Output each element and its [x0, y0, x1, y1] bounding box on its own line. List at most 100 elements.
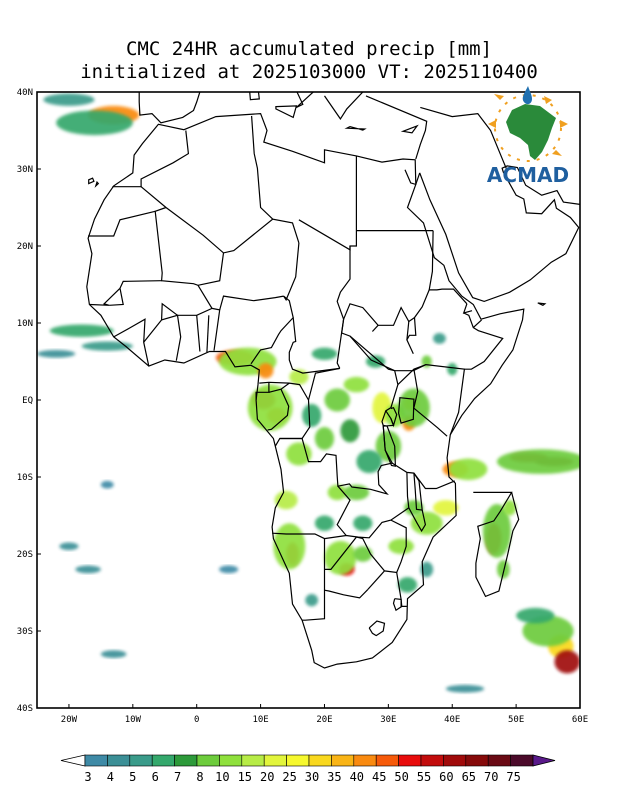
- precip-patch: [258, 363, 274, 379]
- precip-patch: [81, 341, 133, 351]
- lon-tick-label: 0: [194, 715, 199, 725]
- colorbar-label: 7: [174, 770, 181, 784]
- lat-tick-label: 30N: [17, 165, 33, 175]
- colorbar-swatch: [465, 754, 489, 767]
- canary-islands: [88, 177, 95, 185]
- country-border: [392, 598, 403, 612]
- country-border: [462, 303, 473, 314]
- colorbar: [60, 754, 556, 767]
- greece-coastline: [324, 92, 364, 120]
- precip-patch: [327, 484, 347, 501]
- colorbar-label: 10: [215, 770, 229, 784]
- colorbar-swatch: [263, 754, 287, 767]
- precip-patch: [356, 450, 382, 474]
- country-border: [206, 315, 210, 353]
- colorbar-swatch: [510, 754, 534, 767]
- precip-patch: [305, 594, 319, 607]
- country-border: [288, 317, 340, 374]
- lon-tick-label: 30E: [380, 715, 396, 725]
- country-border: [279, 335, 399, 496]
- country-border: [119, 280, 162, 289]
- colorbar-swatch: [398, 754, 422, 767]
- country-border: [343, 303, 415, 326]
- country-border: [272, 485, 351, 540]
- lon-tick-label: 10W: [125, 715, 142, 725]
- country-border: [259, 381, 290, 384]
- colorbar-label: 4: [107, 770, 114, 784]
- country-border: [390, 406, 398, 428]
- turkey-iraq-border: [420, 106, 508, 170]
- country-border: [161, 302, 178, 320]
- precip-patch: [314, 426, 335, 451]
- lat-tick-label: 40S: [17, 704, 33, 714]
- colorbar-label: 70: [484, 770, 498, 784]
- precip-patch: [274, 490, 298, 510]
- colorbar-label: 8: [196, 770, 203, 784]
- map-title-line2: initialized at 2025103000 VT: 2025110400: [80, 61, 538, 83]
- precip-patch: [433, 500, 459, 516]
- precip-patch: [445, 684, 485, 693]
- precip-patch: [353, 546, 373, 562]
- precip-patch: [100, 650, 127, 658]
- country-border: [472, 319, 483, 329]
- precip-patch: [496, 560, 510, 579]
- precip-patch: [353, 515, 373, 531]
- lon-tick-label: 60E: [572, 715, 588, 725]
- acmad-logo: ACMAD: [487, 86, 569, 187]
- lon-tick-label: 20W: [61, 715, 78, 725]
- precip-patch: [449, 458, 488, 481]
- colorbar-label: 60: [439, 770, 453, 784]
- colorbar-label: 40: [350, 770, 364, 784]
- colorbar-swatch: [375, 754, 399, 767]
- precip-patch: [100, 480, 114, 489]
- lon-tick-label: 20E: [316, 715, 332, 725]
- lat-tick-label: 20N: [17, 242, 33, 252]
- country-border: [368, 620, 386, 637]
- africa-logo-icon: [488, 86, 568, 162]
- country-border: [307, 367, 340, 401]
- colorbar-label: 6: [152, 770, 159, 784]
- country-border: [177, 284, 213, 316]
- colorbar-swatch: [331, 754, 355, 767]
- country-border: [408, 507, 427, 533]
- colorbar-swatch: [353, 754, 377, 767]
- canary-islands: [94, 180, 100, 188]
- precip-patch: [343, 376, 370, 393]
- country-border: [211, 307, 221, 351]
- precip-patch: [37, 349, 76, 358]
- country-border: [336, 319, 345, 369]
- colorbar-label: 15: [238, 770, 252, 784]
- logo-text: ACMAD: [487, 163, 569, 187]
- map-title-line1: CMC 24HR accumulated precip [mm]: [125, 38, 493, 60]
- precip-patch: [516, 607, 555, 624]
- precip-patch: [522, 615, 574, 647]
- colorbar-label: 20: [260, 770, 274, 784]
- colorbar-label: 75: [506, 770, 520, 784]
- country-border: [371, 324, 379, 332]
- precip-patch: [340, 419, 360, 443]
- precip-patch: [273, 523, 306, 570]
- country-border: [251, 115, 274, 220]
- colorbar-label: 50: [394, 770, 408, 784]
- colorbar-label: 35: [327, 770, 341, 784]
- colorbar-swatch: [151, 754, 175, 767]
- precip-patch: [554, 650, 580, 674]
- lake-victoria: [397, 397, 415, 424]
- country-border: [267, 388, 290, 431]
- coastlines-borders: [86, 92, 580, 669]
- precip-patch: [447, 363, 458, 376]
- cyprus-coastline: [400, 124, 419, 134]
- colorbar-label: 3: [84, 770, 91, 784]
- country-border: [154, 206, 225, 286]
- precip-patch: [314, 515, 335, 531]
- madagascar-coastline: [473, 491, 520, 598]
- country-border: [397, 363, 466, 435]
- country-border: [109, 288, 124, 306]
- precip-patch: [247, 384, 293, 431]
- precip-patch: [496, 449, 580, 474]
- precip-patch: [75, 565, 101, 574]
- country-border: [302, 538, 326, 621]
- sardinia-coastline: [249, 92, 260, 101]
- country-border: [463, 312, 504, 370]
